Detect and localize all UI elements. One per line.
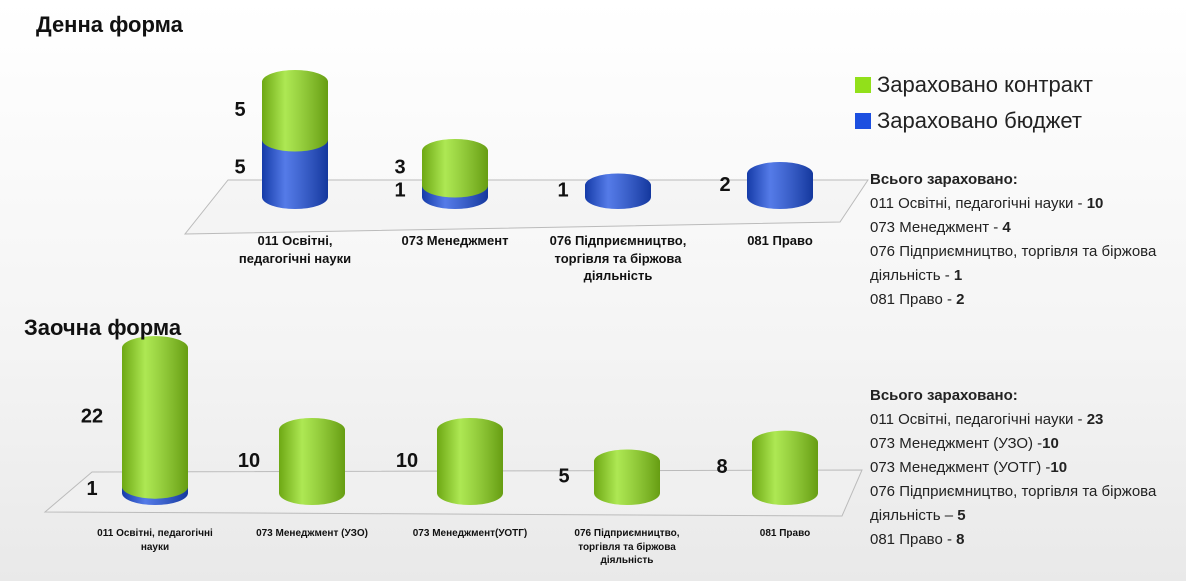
data-label: 5 xyxy=(234,99,245,121)
summary: Всього зараховано: 011 Освітні, педагогіч… xyxy=(870,168,1170,312)
category-label: 073 Менеджмент xyxy=(401,233,509,248)
data-label: 3 xyxy=(394,157,405,179)
summary-line: 073 Менеджмент (УОТГ) -10 xyxy=(870,456,1170,480)
summary-text: 073 Менеджмент - xyxy=(870,219,1003,236)
summary-value: 2 xyxy=(956,291,965,308)
data-label: 10 xyxy=(238,450,260,472)
legend-item: Зараховано контракт xyxy=(855,72,1093,98)
category-label: 076 Підприємництво, торгівля та біржова … xyxy=(549,233,687,284)
summary-value: 1 xyxy=(953,267,963,284)
summary-text: 073 Менеджмент (УОТГ) - xyxy=(870,459,1051,476)
category-label: 076 Підприємництво, торгівля та біржова … xyxy=(574,528,680,566)
summary-line: 011 Освітні, педагогічні науки - 23 xyxy=(870,408,1170,432)
summary-line: 073 Менеджмент (УЗО) -10 xyxy=(870,432,1170,456)
summary-line: 081 Право - 2 xyxy=(870,288,1170,312)
summary-text: 076 Підприємництво, торгівля та біржова … xyxy=(870,243,1157,284)
summary-line: 073 Менеджмент - 4 xyxy=(870,216,1170,240)
summary-text: 073 Менеджмент (УЗО) - xyxy=(870,435,1043,452)
category-label: 011 Освітні, педагогічні науки xyxy=(238,233,352,266)
shading xyxy=(437,418,503,505)
summary-text: 011 Освітні, педагогічні науки - xyxy=(870,195,1087,212)
summary-value: 23 xyxy=(1086,411,1104,428)
summary-text: 076 Підприємництво, торгівля та біржова … xyxy=(870,483,1157,524)
shading xyxy=(422,139,488,198)
legend-label: Зараховано контракт xyxy=(877,72,1093,97)
summary-text: 081 Право - xyxy=(870,531,957,548)
chart-title: Заочна форма xyxy=(24,315,182,340)
shading xyxy=(747,162,813,209)
data-label: 10 xyxy=(396,450,418,472)
data-label: 1 xyxy=(394,180,405,202)
summary-heading: Всього зараховано: xyxy=(870,171,1018,188)
category-label: 081 Право xyxy=(759,528,811,539)
shading xyxy=(752,430,818,505)
summary-text: 011 Освітні, педагогічні науки - xyxy=(870,411,1087,428)
legend-label: Зараховано бюджет xyxy=(877,108,1082,133)
data-label: 1 xyxy=(557,180,568,202)
data-label: 1 xyxy=(86,478,97,500)
summary-text: 081 Право - xyxy=(870,291,957,308)
data-label: 22 xyxy=(81,406,103,428)
category-label: 011 Освітні, педагогічні науки xyxy=(97,528,213,553)
category-label: 073 Менеджмент (УЗО) xyxy=(256,528,368,539)
summary-value: 10 xyxy=(1086,195,1104,212)
category-label: 073 Менеджмент(УОТГ) xyxy=(412,528,528,539)
summary-value: 4 xyxy=(1002,219,1011,236)
summary-heading: Всього зараховано: xyxy=(870,387,1018,404)
summary: Всього зараховано: 011 Освітні, педагогіч… xyxy=(870,384,1170,552)
shading xyxy=(262,70,328,152)
summary-line: 081 Право - 8 xyxy=(870,528,1170,552)
data-label: 5 xyxy=(558,466,569,488)
summary-line: 011 Освітні, педагогічні науки - 10 xyxy=(870,192,1170,216)
summary-value: 8 xyxy=(956,531,965,548)
chart-title: Денна форма xyxy=(36,12,183,37)
summary-line: 076 Підприємництво, торгівля та біржова … xyxy=(870,480,1170,528)
legend-swatch xyxy=(855,113,871,129)
summary-value: 10 xyxy=(1042,435,1059,452)
shading xyxy=(585,173,651,209)
summary-line: 076 Підприємництво, торгівля та біржова … xyxy=(870,240,1170,288)
legend-item: Зараховано бюджет xyxy=(855,108,1082,134)
category-label: 081 Право xyxy=(747,233,813,248)
summary-value: 10 xyxy=(1050,459,1068,476)
legend-swatch xyxy=(855,77,871,93)
summary-value: 5 xyxy=(957,507,966,524)
data-label: 2 xyxy=(719,174,730,196)
data-label: 5 xyxy=(234,157,245,179)
data-label: 8 xyxy=(716,456,727,478)
shading xyxy=(279,418,345,505)
shading xyxy=(122,336,188,499)
floor xyxy=(183,179,869,235)
shading xyxy=(594,449,660,505)
